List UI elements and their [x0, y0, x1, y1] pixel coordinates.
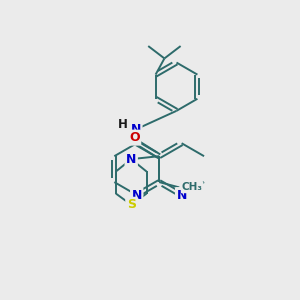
Text: N: N: [126, 153, 136, 166]
Text: S: S: [127, 198, 136, 211]
Text: N: N: [176, 188, 187, 202]
Text: N: N: [132, 188, 142, 202]
Text: H: H: [118, 118, 128, 131]
Text: O: O: [129, 131, 140, 144]
Text: CH₃: CH₃: [182, 182, 203, 192]
Text: N: N: [131, 123, 141, 136]
